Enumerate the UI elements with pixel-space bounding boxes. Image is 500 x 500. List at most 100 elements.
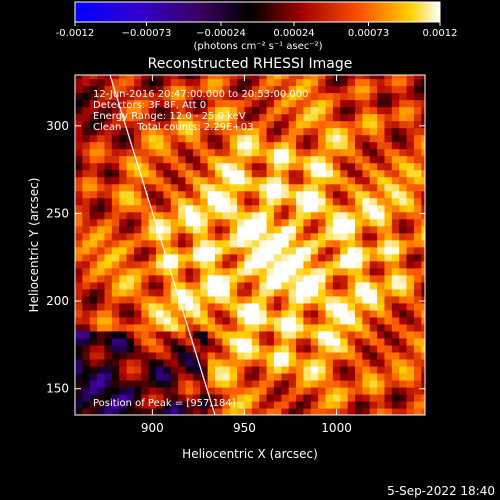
heatmap-cell [318,204,327,213]
heatmap-cell [332,197,341,206]
heatmap-cell [104,169,113,178]
heatmap-cell [119,211,128,220]
heatmap-cell [222,78,231,87]
heatmap-cell [281,344,290,353]
heatmap-cell [104,239,113,248]
heatmap-cell [237,75,246,80]
heatmap-cell [310,99,319,108]
heatmap-cell [163,393,172,402]
heatmap-cell [288,246,297,255]
heatmap-cell [170,386,179,395]
heatmap-cell [273,407,282,415]
heatmap-cell [104,253,113,262]
heatmap-cell [119,260,128,269]
heatmap-cell [399,358,408,367]
heatmap-cell [340,267,349,276]
heatmap-cell [89,232,98,241]
heatmap-cell [399,260,408,269]
heatmap-cell [89,148,98,157]
heatmap-cell [133,127,142,136]
heatmap-cell [82,393,91,402]
heatmap-cell [362,253,371,262]
heatmap-cell [89,316,98,325]
heatmap-cell [215,148,223,157]
heatmap-cell [303,302,312,311]
heatmap-cell [296,316,305,325]
heatmap-cell [222,176,231,185]
heatmap-cell [303,239,312,248]
heatmap-cell [384,141,393,150]
heatmap-cell [325,85,334,94]
heatmap-cell [355,141,363,150]
heatmap-cell [126,351,135,360]
heatmap-cell [413,92,422,101]
heatmap-cell [156,253,165,262]
heatmap-cell [303,323,312,332]
x-tick-label: 1000 [321,421,352,435]
heatmap-cell [340,400,349,409]
heatmap-cell [200,120,209,129]
heatmap-cell [332,253,341,262]
heatmap-cell [170,148,179,157]
heatmap-cell [325,386,334,395]
heatmap-cell [377,120,386,129]
heatmap-cell [310,197,319,206]
heatmap-cell [347,99,356,108]
heatmap-cell [104,183,113,192]
heatmap-cell [156,267,165,276]
x-axis-label: Heliocentric X (arcsec) [182,447,318,461]
heatmap-cell [391,372,400,381]
heatmap-cell [273,162,282,171]
heatmap-cell [347,281,356,290]
heatmap-cell [281,267,290,276]
heatmap-cell [318,365,327,374]
heatmap-cell [82,169,91,178]
heatmap-cell [163,358,172,367]
heatmap-cell [97,99,106,108]
heatmap-cell [296,344,305,353]
heatmap-cell [259,309,268,318]
heatmap-cell [141,260,150,269]
heatmap-cell [133,379,142,388]
heatmap-cell [288,218,297,227]
heatmap-cell [156,274,165,283]
heatmap-cell [288,393,297,402]
heatmap-cell [141,295,150,304]
heatmap-cell [104,176,113,185]
heatmap-cell [296,78,305,87]
heatmap-cell [413,323,422,332]
heatmap-cell [126,337,135,346]
heatmap-cell [200,211,209,220]
heatmap-cell [185,162,194,171]
heatmap-cell [170,288,179,297]
heatmap-cell [119,393,128,402]
heatmap-cell [215,92,223,101]
heatmap-cell [119,75,128,80]
heatmap-cell [244,85,253,94]
heatmap-cell [119,316,128,325]
heatmap-cell [273,351,282,360]
heatmap-cell [391,141,400,150]
heatmap-cell [251,400,260,409]
heatmap-cell [266,358,275,367]
heatmap-cell [391,162,400,171]
heatmap-cell [170,211,179,220]
heatmap-cell [355,218,363,227]
heatmap-cell [133,148,142,157]
heatmap-cell [413,148,422,157]
heatmap-cell [156,75,165,80]
heatmap-cell [82,197,91,206]
heatmap-cell [133,288,142,297]
heatmap-cell [303,379,312,388]
heatmap-cell [244,253,253,262]
heatmap-cell [229,344,238,353]
heatmap-cell [75,190,83,199]
heatmap-cell [251,134,260,143]
heatmap-cell [97,379,106,388]
heatmap-cell [244,400,253,409]
heatmap-cell [215,302,223,311]
heatmap-cell [126,183,135,192]
heatmap-cell [251,379,260,388]
heatmap-cell [126,316,135,325]
heatmap-cell [355,204,363,213]
